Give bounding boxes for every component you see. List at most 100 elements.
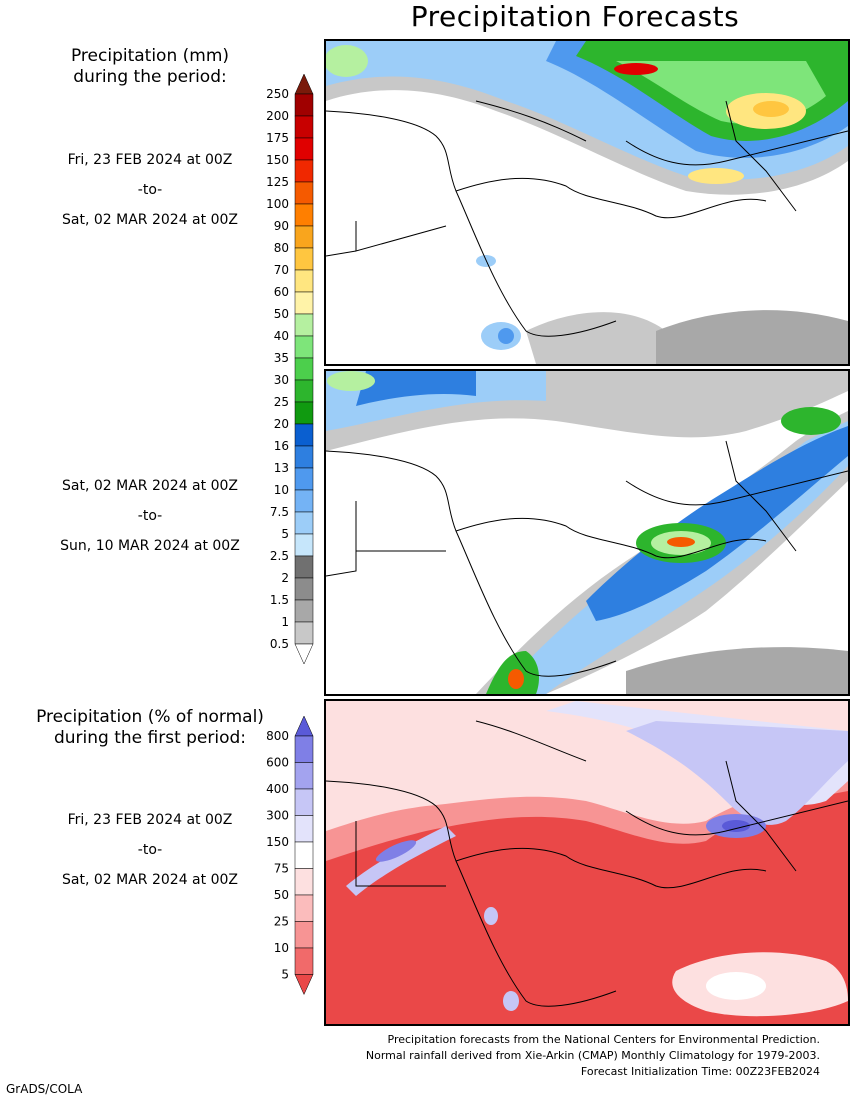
colorbar-mm-swatch bbox=[294, 489, 314, 513]
colorbar-pct-top-arrow bbox=[294, 715, 314, 737]
colorbar-pct-swatch bbox=[294, 735, 314, 763]
colorbar-mm-top-arrow bbox=[294, 73, 314, 95]
colorbar-pct-swatch bbox=[294, 947, 314, 975]
colorbar-mm-tick-label: 250 bbox=[266, 87, 289, 101]
footer-line1: Precipitation forecasts from the Nationa… bbox=[387, 1033, 821, 1046]
credit-label: GrADS/COLA bbox=[6, 1082, 83, 1096]
colorbar-mm-swatch bbox=[294, 467, 314, 491]
colorbar-mm-tick-label: 200 bbox=[266, 109, 289, 123]
colorbar-mm-tick-label: 50 bbox=[274, 307, 289, 321]
map-panel-percent-normal bbox=[324, 699, 850, 1026]
legend-mm-heading-line2: during the period: bbox=[73, 67, 227, 87]
period3-dates: Fri, 23 FEB 2024 at 00Z -to- Sat, 02 MAR… bbox=[30, 812, 270, 888]
colorbar-pct: 800 600 400 300 150 75 50 25 10 5 bbox=[260, 714, 330, 1014]
colorbar-mm-swatch bbox=[294, 247, 314, 271]
colorbar-mm-tick-label: 90 bbox=[274, 219, 289, 233]
colorbar-mm-tick-label: 1.5 bbox=[270, 593, 289, 607]
colorbar-mm-swatch bbox=[294, 225, 314, 249]
colorbar-mm-swatch bbox=[294, 137, 314, 161]
period3-end: Sat, 02 MAR 2024 at 00Z bbox=[62, 872, 238, 888]
colorbar-pct-swatch bbox=[294, 762, 314, 790]
colorbar-mm-tick-label: 16 bbox=[274, 439, 289, 453]
colorbar-mm-swatch bbox=[294, 577, 314, 601]
period2-dates: Sat, 02 MAR 2024 at 00Z -to- Sun, 10 MAR… bbox=[30, 478, 270, 554]
period1-sep: -to- bbox=[137, 182, 163, 198]
colorbar-mm-swatch bbox=[294, 533, 314, 557]
colorbar-mm-swatch bbox=[294, 511, 314, 535]
colorbar-mm-swatch bbox=[294, 423, 314, 447]
colorbar-mm-swatch bbox=[294, 93, 314, 117]
colorbar-mm-swatch bbox=[294, 445, 314, 469]
colorbar-mm-svg: 2502001751501251009080706050403530252016… bbox=[266, 73, 314, 665]
colorbar-pct-swatch bbox=[294, 788, 314, 816]
colorbar-mm-tick-label: 60 bbox=[274, 285, 289, 299]
colorbar-mm-swatch bbox=[294, 181, 314, 205]
colorbar-mm-tick-label: 13 bbox=[274, 461, 289, 475]
footer: Precipitation forecasts from the Nationa… bbox=[220, 1032, 820, 1080]
colorbar-mm-swatch bbox=[294, 291, 314, 315]
colorbar-pct-tick-label: 75 bbox=[274, 862, 289, 876]
period2-start: Sat, 02 MAR 2024 at 00Z bbox=[62, 478, 238, 494]
colorbar-mm-tick-label: 2.5 bbox=[270, 549, 289, 563]
colorbar-mm-swatch bbox=[294, 159, 314, 183]
colorbar-pct-tick-label: 5 bbox=[281, 968, 289, 982]
colorbar-mm-swatch bbox=[294, 555, 314, 579]
colorbar-pct-swatch bbox=[294, 841, 314, 869]
colorbar-mm-tick-label: 40 bbox=[274, 329, 289, 343]
colorbar-pct-tick-label: 50 bbox=[274, 888, 289, 902]
colorbar-mm-tick-label: 25 bbox=[274, 395, 289, 409]
colorbar-pct-tick-label: 300 bbox=[266, 809, 289, 823]
colorbar-mm-swatch bbox=[294, 599, 314, 623]
footer-line3: Forecast Initialization Time: 00Z23FEB20… bbox=[580, 1065, 820, 1078]
colorbar-pct-tick-label: 800 bbox=[266, 729, 289, 743]
colorbar-mm-tick-label: 10 bbox=[274, 483, 289, 497]
period1-dates: Fri, 23 FEB 2024 at 00Z -to- Sat, 02 MAR… bbox=[30, 152, 270, 228]
colorbar-pct-swatch bbox=[294, 894, 314, 922]
period1-end: Sat, 02 MAR 2024 at 00Z bbox=[62, 212, 238, 228]
legend-mm-heading: Precipitation (mm) during the period: bbox=[30, 46, 270, 88]
colorbar-mm-swatch bbox=[294, 269, 314, 293]
colorbar-mm-tick-label: 100 bbox=[266, 197, 289, 211]
period3-sep: -to- bbox=[137, 842, 163, 858]
colorbar-mm-swatch bbox=[294, 203, 314, 227]
colorbar-mm-swatch bbox=[294, 313, 314, 337]
legend-mm-heading-line1: Precipitation (mm) bbox=[70, 46, 230, 66]
colorbar-pct-tick-label: 10 bbox=[274, 941, 289, 955]
colorbar-pct-bottom-arrow bbox=[294, 974, 314, 996]
period3-start: Fri, 23 FEB 2024 at 00Z bbox=[67, 812, 233, 828]
colorbar-mm-tick-label: 125 bbox=[266, 175, 289, 189]
map-panel-period1 bbox=[324, 39, 850, 366]
colorbar-pct-swatch bbox=[294, 868, 314, 896]
colorbar-mm-swatch bbox=[294, 401, 314, 425]
footer-line2: Normal rainfall derived from Xie-Arkin (… bbox=[365, 1049, 820, 1062]
period2-sep: -to- bbox=[137, 508, 163, 524]
colorbar-pct-swatch bbox=[294, 921, 314, 949]
colorbar-pct-tick-label: 600 bbox=[266, 756, 289, 770]
period1-start: Fri, 23 FEB 2024 at 00Z bbox=[67, 152, 233, 168]
colorbar-mm-tick-label: 7.5 bbox=[270, 505, 289, 519]
colorbar-mm-swatch bbox=[294, 335, 314, 359]
legend-pct-heading-line2: during the first period: bbox=[53, 728, 247, 748]
colorbar-pct-tick-label: 150 bbox=[266, 835, 289, 849]
colorbar-pct-tick-label: 400 bbox=[266, 782, 289, 796]
colorbar-mm-tick-label: 35 bbox=[274, 351, 289, 365]
colorbar-mm-tick-label: 0.5 bbox=[270, 637, 289, 651]
map-panel-period2 bbox=[324, 369, 850, 696]
colorbar-mm-tick-label: 150 bbox=[266, 153, 289, 167]
colorbar-mm-swatch bbox=[294, 379, 314, 403]
colorbar-pct-swatch bbox=[294, 815, 314, 843]
colorbar-mm-tick-label: 80 bbox=[274, 241, 289, 255]
period2-end: Sun, 10 MAR 2024 at 00Z bbox=[60, 538, 240, 554]
colorbar-mm-tick-label: 5 bbox=[281, 527, 289, 541]
colorbar-mm-swatch bbox=[294, 621, 314, 645]
colorbar-mm-tick-label: 30 bbox=[274, 373, 289, 387]
colorbar-mm-swatch bbox=[294, 115, 314, 139]
colorbar-mm-bottom-arrow bbox=[294, 643, 314, 665]
colorbar-pct-tick-label: 25 bbox=[274, 915, 289, 929]
colorbar-mm-tick-label: 1 bbox=[281, 615, 289, 629]
page-title: Precipitation Forecasts bbox=[410, 0, 740, 33]
colorbar-mm-tick-label: 70 bbox=[274, 263, 289, 277]
legend-pct-heading-line1: Precipitation (% of normal) bbox=[36, 707, 264, 727]
colorbar-mm-tick-label: 175 bbox=[266, 131, 289, 145]
colorbar-mm-tick-label: 2 bbox=[281, 571, 289, 585]
